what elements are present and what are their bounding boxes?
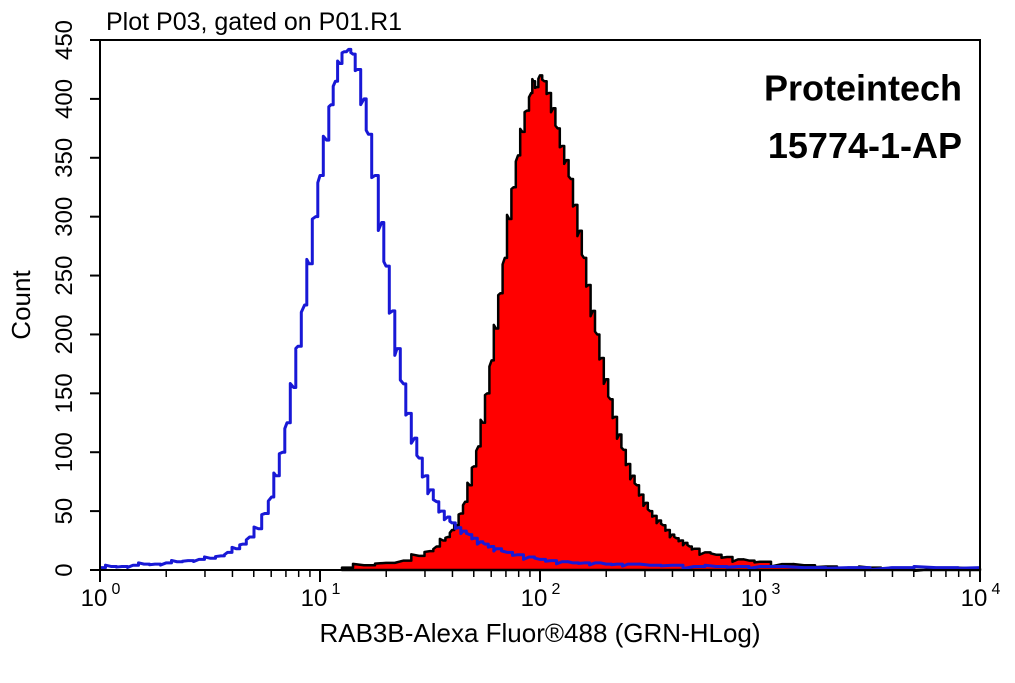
chart-svg: 050100150200250300350400450Count10010110… <box>0 0 1015 683</box>
svg-text:RAB3B-Alexa Fluor®488 (GRN-HLo: RAB3B-Alexa Fluor®488 (GRN-HLog) <box>319 618 760 648</box>
svg-text:50: 50 <box>51 498 78 525</box>
svg-text:250: 250 <box>51 256 78 296</box>
svg-text:4: 4 <box>992 581 1001 598</box>
svg-text:Plot P03, gated on P01.R1: Plot P03, gated on P01.R1 <box>106 8 402 36</box>
svg-text:0: 0 <box>51 563 78 576</box>
svg-text:1: 1 <box>332 581 341 598</box>
svg-text:10: 10 <box>521 585 548 612</box>
svg-text:15774-1-AP: 15774-1-AP <box>768 125 962 166</box>
svg-text:350: 350 <box>51 138 78 178</box>
svg-text:Proteintech: Proteintech <box>764 67 962 108</box>
svg-text:0: 0 <box>112 581 121 598</box>
svg-text:10: 10 <box>741 585 768 612</box>
svg-text:450: 450 <box>51 20 78 60</box>
svg-text:10: 10 <box>301 585 328 612</box>
svg-text:3: 3 <box>772 581 781 598</box>
svg-text:400: 400 <box>51 79 78 119</box>
flow-cytometry-histogram: 050100150200250300350400450Count10010110… <box>0 0 1015 683</box>
svg-text:10: 10 <box>81 585 108 612</box>
svg-text:150: 150 <box>51 373 78 413</box>
svg-text:200: 200 <box>51 314 78 354</box>
svg-text:100: 100 <box>51 432 78 472</box>
svg-text:2: 2 <box>552 581 561 598</box>
svg-text:300: 300 <box>51 197 78 237</box>
svg-text:Count: Count <box>6 270 36 340</box>
svg-text:10: 10 <box>961 585 988 612</box>
